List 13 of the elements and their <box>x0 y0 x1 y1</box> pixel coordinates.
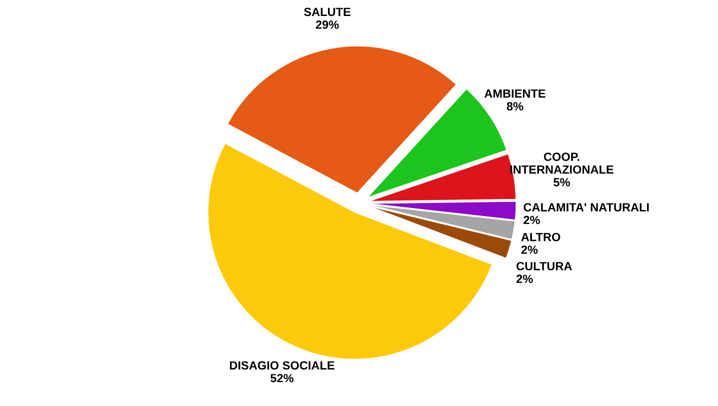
slice-label: AMBIENTE <box>484 89 546 98</box>
data-label: 8% <box>506 102 524 110</box>
slice-label: CULTURA <box>516 262 572 270</box>
data-label: 2% <box>516 274 533 283</box>
slice-label: DISAGIO SOCIALE <box>230 361 334 370</box>
slice-label: CALAMITA' NATURALI <box>524 203 649 212</box>
data-label: 52% <box>270 374 294 382</box>
data-label: 29% <box>316 20 339 29</box>
data-label: 2% <box>521 246 538 254</box>
slice-label: ALTRO <box>521 232 560 242</box>
data-label: 5% <box>554 178 570 186</box>
slice-label: SALUTE <box>304 8 350 16</box>
data-label: 2% <box>524 216 540 224</box>
